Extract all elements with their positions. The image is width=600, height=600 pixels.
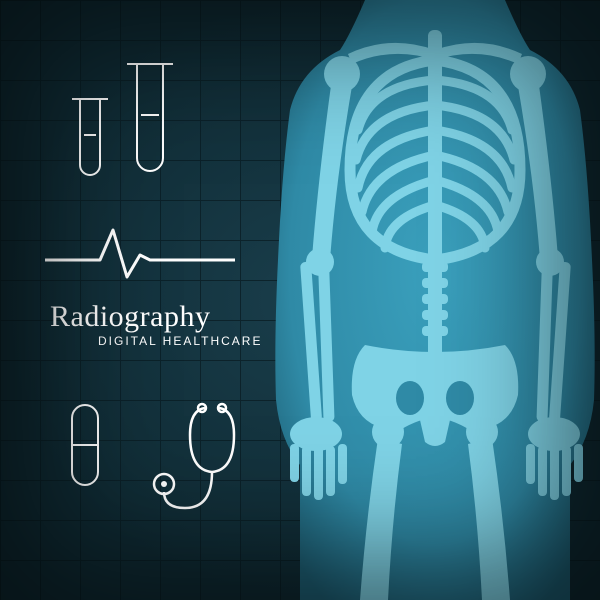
test-tube-small-icon <box>70 95 110 185</box>
subtitle-text: DIGITAL HEALTHCARE <box>98 334 262 348</box>
stethoscope-icon <box>150 400 270 520</box>
infographic-canvas: Radiography DIGITAL HEALTHCARE <box>0 0 600 600</box>
xray-body <box>270 0 600 600</box>
title-block: Radiography DIGITAL HEALTHCARE <box>50 300 262 348</box>
title-text: Radiography <box>50 300 262 334</box>
ecg-icon <box>45 215 235 285</box>
pill-icon <box>60 400 110 490</box>
test-tube-large-icon <box>125 60 175 180</box>
